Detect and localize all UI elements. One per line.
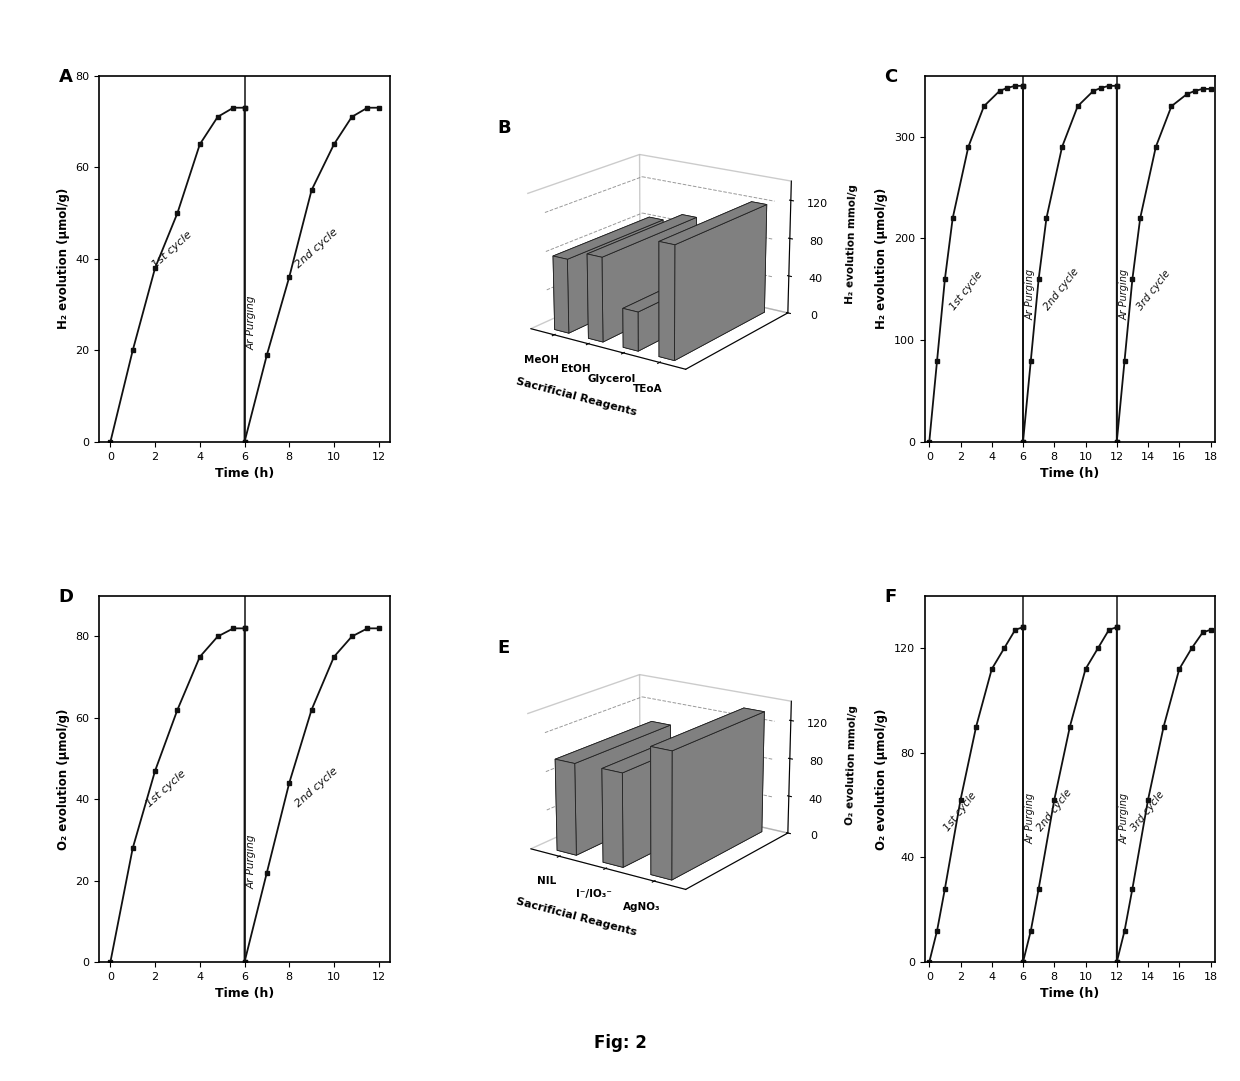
Text: 1st cycle: 1st cycle: [150, 229, 195, 270]
Text: Ar Purging: Ar Purging: [1025, 269, 1035, 320]
Text: C: C: [884, 68, 897, 86]
Text: E: E: [497, 640, 510, 657]
X-axis label: Sacrificial Reagents: Sacrificial Reagents: [516, 376, 639, 417]
Text: 2nd cycle: 2nd cycle: [294, 766, 340, 810]
Text: 1st cycle: 1st cycle: [941, 790, 978, 833]
Text: 2nd cycle: 2nd cycle: [294, 227, 340, 270]
Text: 3rd cycle: 3rd cycle: [1130, 789, 1167, 833]
Text: D: D: [58, 588, 73, 606]
Text: 1st cycle: 1st cycle: [144, 769, 187, 810]
Text: 2nd cycle: 2nd cycle: [1042, 266, 1080, 311]
X-axis label: Time (h): Time (h): [215, 467, 274, 480]
Y-axis label: H₂ evolution (μmol/g): H₂ evolution (μmol/g): [875, 188, 888, 330]
Text: Fig: 2: Fig: 2: [594, 1035, 646, 1052]
Y-axis label: O₂ evolution (μmol/g): O₂ evolution (μmol/g): [57, 708, 69, 850]
Y-axis label: O₂ evolution (μmol/g): O₂ evolution (μmol/g): [875, 708, 888, 850]
Text: F: F: [884, 588, 897, 606]
Text: 2nd cycle: 2nd cycle: [1035, 788, 1074, 833]
Y-axis label: H₂ evolution (μmol/g): H₂ evolution (μmol/g): [57, 188, 69, 330]
Text: 1st cycle: 1st cycle: [949, 269, 985, 311]
Text: Ar Purging: Ar Purging: [247, 835, 257, 889]
X-axis label: Time (h): Time (h): [1040, 987, 1100, 1000]
Text: Ar Purging: Ar Purging: [1025, 793, 1035, 844]
Text: Ar Purging: Ar Purging: [1120, 269, 1130, 320]
X-axis label: Sacrificial Reagents: Sacrificial Reagents: [516, 896, 639, 937]
Text: B: B: [497, 119, 511, 137]
Text: Ar Purging: Ar Purging: [1120, 793, 1130, 844]
X-axis label: Time (h): Time (h): [1040, 467, 1100, 480]
Text: Ar Purging: Ar Purging: [247, 296, 257, 350]
X-axis label: Time (h): Time (h): [215, 987, 274, 1000]
Text: A: A: [58, 68, 72, 86]
Text: 3rd cycle: 3rd cycle: [1136, 268, 1173, 311]
